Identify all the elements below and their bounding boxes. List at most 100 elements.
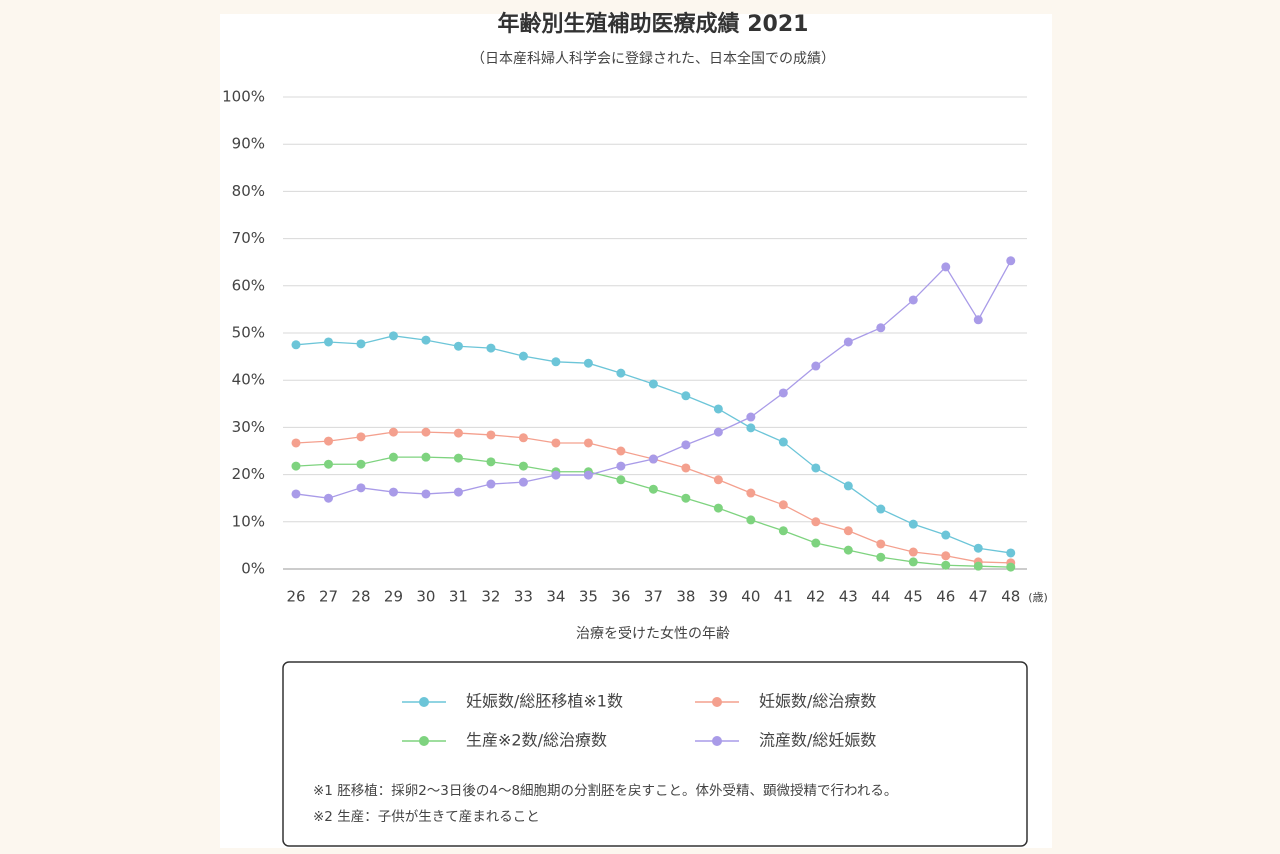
data-point	[713, 475, 723, 485]
x-tick-label: 29	[384, 588, 403, 606]
x-tick-label: 39	[709, 588, 728, 606]
data-point	[583, 358, 593, 368]
y-tick-label: 30%	[232, 418, 265, 436]
data-point	[746, 515, 756, 525]
x-tick-label: 43	[839, 588, 858, 606]
data-point	[746, 412, 756, 422]
x-tick-label: 26	[286, 588, 305, 606]
data-point	[388, 331, 398, 341]
data-point	[648, 454, 658, 464]
data-point	[486, 430, 496, 440]
data-point	[518, 477, 528, 487]
data-point	[388, 487, 398, 497]
footnote: ※1 胚移植：採卵2〜3日後の4〜8細胞期の分割胚を戻すこと。体外受精、顕微授精…	[313, 782, 897, 799]
data-point	[973, 543, 983, 553]
x-tick-label: 42	[806, 588, 825, 606]
data-point	[356, 459, 366, 469]
data-point	[323, 337, 333, 347]
data-point	[616, 461, 626, 471]
data-point	[908, 519, 918, 529]
x-tick-label: 38	[676, 588, 695, 606]
x-tick-label: 28	[351, 588, 370, 606]
chart-title: 年齢別生殖補助医療成績 2021	[498, 11, 809, 37]
y-tick-label: 10%	[232, 512, 265, 530]
data-point	[843, 481, 853, 491]
data-point	[291, 340, 301, 350]
data-point	[713, 427, 723, 437]
x-tick-label: 40	[741, 588, 760, 606]
data-point	[1006, 256, 1016, 266]
data-point	[941, 262, 951, 272]
y-tick-label: 20%	[232, 465, 265, 483]
data-point	[681, 391, 691, 401]
data-point	[356, 432, 366, 442]
data-point	[778, 500, 788, 510]
y-tick-label: 70%	[232, 229, 265, 247]
y-tick-label: 0%	[241, 560, 265, 578]
y-tick-label: 40%	[232, 371, 265, 389]
data-point	[908, 547, 918, 557]
data-point	[486, 479, 496, 489]
data-point	[713, 404, 723, 414]
x-tick-label: 36	[611, 588, 630, 606]
data-point	[1006, 548, 1016, 558]
footnote: ※2 生産：子供が生きて産まれること	[313, 809, 540, 825]
data-point	[583, 470, 593, 480]
data-point	[518, 461, 528, 471]
legend-box	[282, 661, 1028, 847]
data-point	[421, 427, 431, 437]
data-point	[876, 504, 886, 514]
data-point	[843, 337, 853, 347]
legend-marker	[712, 697, 722, 707]
data-point	[323, 493, 333, 503]
data-point	[876, 552, 886, 562]
x-unit: (歳)	[1028, 591, 1048, 604]
data-point	[843, 526, 853, 536]
legend-label: 妊娠数/総治療数	[759, 692, 876, 711]
data-point	[486, 343, 496, 353]
panel	[220, 14, 1052, 848]
y-tick-label: 90%	[232, 135, 265, 153]
data-point	[356, 483, 366, 493]
data-point	[713, 503, 723, 513]
legend-marker	[712, 736, 722, 746]
x-tick-label: 37	[644, 588, 663, 606]
x-tick-label: 31	[449, 588, 468, 606]
data-point	[1006, 562, 1016, 572]
chart-subtitle: （日本産科婦人科学会に登録された、日本全国での成績）	[471, 50, 835, 67]
x-axis-label: 治療を受けた女性の年齢	[576, 625, 730, 642]
data-point	[843, 545, 853, 555]
legend-label: 妊娠数/総胚移植※1数	[466, 692, 623, 711]
data-point	[908, 557, 918, 567]
data-point	[941, 530, 951, 540]
x-tick-label: 41	[774, 588, 793, 606]
x-tick-label: 27	[319, 588, 338, 606]
x-tick-label: 33	[514, 588, 533, 606]
x-tick-label: 46	[936, 588, 955, 606]
data-point	[746, 423, 756, 433]
data-point	[583, 438, 593, 448]
data-point	[421, 489, 431, 499]
data-point	[648, 379, 658, 389]
x-tick-label: 30	[416, 588, 435, 606]
x-tick-label: 34	[546, 588, 565, 606]
data-point	[421, 335, 431, 345]
data-point	[518, 433, 528, 443]
data-point	[778, 388, 788, 398]
data-point	[486, 457, 496, 467]
data-point	[681, 440, 691, 450]
data-point	[388, 452, 398, 462]
x-tick-label: 44	[871, 588, 890, 606]
data-point	[323, 459, 333, 469]
data-point	[811, 361, 821, 371]
data-point	[616, 368, 626, 378]
data-point	[323, 436, 333, 446]
data-point	[551, 438, 561, 448]
data-point	[876, 323, 886, 333]
x-tick-label: 45	[904, 588, 923, 606]
y-tick-label: 80%	[232, 182, 265, 200]
data-point	[453, 453, 463, 463]
data-point	[518, 351, 528, 361]
x-tick-label: 35	[579, 588, 598, 606]
